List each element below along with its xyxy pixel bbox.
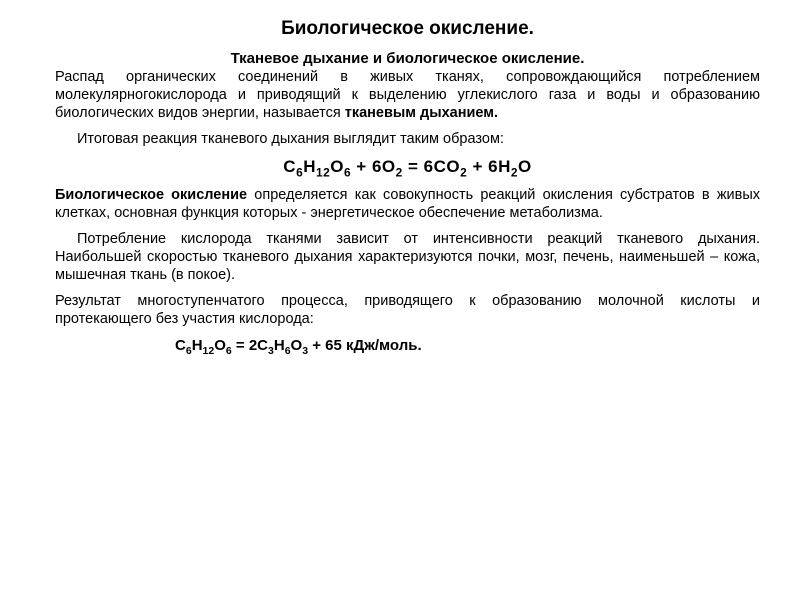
eq-sub: 12 bbox=[203, 345, 215, 357]
eq-txt: = 2C bbox=[232, 337, 268, 354]
eq-txt: C bbox=[175, 337, 186, 354]
eq-txt: H bbox=[192, 337, 203, 354]
paragraph-3-bold: Биологическое окисление bbox=[55, 187, 247, 203]
paragraph-5: Результат многоступенчатого процесса, пр… bbox=[55, 293, 760, 329]
eq-txt: O bbox=[214, 337, 226, 354]
eq-txt: O bbox=[518, 157, 532, 176]
eq-sub: 2 bbox=[511, 165, 518, 179]
eq-sub: 12 bbox=[316, 165, 330, 179]
paragraph-2: Итоговая реакция тканевого дыхания выгля… bbox=[55, 131, 760, 149]
paragraph-4: Потребление кислорода тканями зависит от… bbox=[55, 231, 760, 285]
paragraph-1: Распад органических соединений в живых т… bbox=[55, 69, 760, 123]
paragraph-3: Биологическое окисление определяется как… bbox=[55, 187, 760, 223]
eq-txt: H bbox=[274, 337, 285, 354]
equation-1: C6H12O6 + 6O2 = 6CO2 + 6H2O bbox=[55, 157, 760, 179]
eq-txt: + 6H bbox=[467, 157, 511, 176]
eq-sub: 2 bbox=[396, 165, 403, 179]
eq-txt: + 65 кДж/моль. bbox=[308, 337, 422, 354]
eq-txt: + 6O bbox=[351, 157, 396, 176]
eq-txt: C bbox=[283, 157, 296, 176]
page-title: Биологическое окисление. bbox=[55, 18, 760, 40]
eq-txt: H bbox=[303, 157, 316, 176]
paragraph-1-bold: тканевым дыханием. bbox=[345, 105, 498, 121]
section-subtitle: Тканевое дыхание и биологическое окислен… bbox=[55, 50, 760, 67]
eq-txt: O bbox=[291, 337, 303, 354]
equation-2: C6H12O6 = 2C3H6O3 + 65 кДж/моль. bbox=[175, 337, 760, 357]
eq-txt: O bbox=[330, 157, 344, 176]
eq-sub: 6 bbox=[344, 165, 351, 179]
document-page: Биологическое окисление. Тканевое дыхани… bbox=[0, 0, 800, 375]
eq-txt: = 6CO bbox=[403, 157, 460, 176]
